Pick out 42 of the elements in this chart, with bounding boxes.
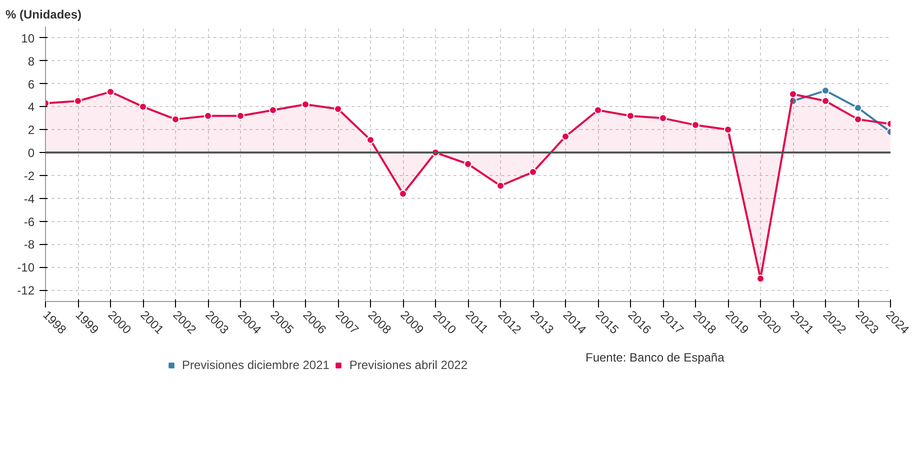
y-tick-label: 6: [28, 77, 35, 92]
y-axis-title: % (Unidades): [6, 8, 82, 22]
y-tick-label: 2: [28, 123, 35, 138]
point: [204, 112, 212, 120]
point: [529, 168, 537, 176]
legend-label: Previsiones diciembre 2021: [182, 358, 330, 372]
point: [139, 102, 147, 111]
point: [562, 132, 570, 140]
point: [724, 126, 732, 134]
point: [236, 112, 244, 120]
y-tick-label: -12: [17, 284, 35, 298]
point: [626, 112, 634, 120]
y-tick-label: -4: [24, 192, 35, 206]
y-tick-label: 10: [21, 31, 35, 46]
y-tick-label: -6: [24, 214, 35, 229]
point: [269, 106, 277, 114]
y-tick-label: 4: [28, 100, 35, 114]
point: [74, 96, 82, 105]
point: [302, 100, 310, 108]
point: [172, 115, 180, 124]
point: [756, 274, 764, 283]
point: [854, 115, 862, 124]
point: [496, 182, 504, 190]
point: [789, 90, 797, 98]
point: [334, 105, 342, 113]
point: [659, 114, 667, 122]
legend-label: Previsiones abril 2022: [349, 358, 468, 372]
point: [464, 160, 472, 168]
point: [106, 88, 114, 96]
point: [399, 190, 407, 198]
source-note: Fuente: Banco de España: [586, 350, 725, 364]
point: [822, 86, 830, 95]
y-tick-label: -10: [17, 260, 35, 275]
y-tick-label: -2: [24, 168, 35, 183]
y-tick-label: 8: [28, 54, 35, 68]
point: [822, 96, 830, 105]
point: [366, 136, 374, 144]
y-tick-label: 0: [28, 146, 35, 160]
point: [854, 104, 862, 112]
y-tick-label: -8: [24, 238, 35, 252]
point: [692, 121, 700, 130]
point: [594, 106, 602, 114]
